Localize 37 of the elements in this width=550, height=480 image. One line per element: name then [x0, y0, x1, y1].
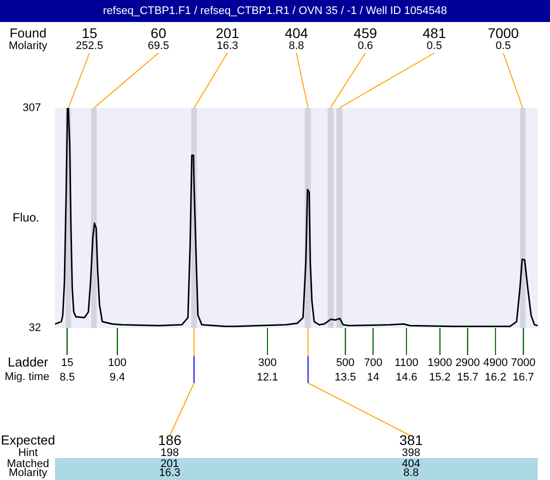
annotation: 100: [108, 357, 126, 370]
x-tick-label: 15.2: [429, 372, 451, 384]
y-tick-label: 32: [28, 322, 41, 334]
x-tick-label: 14.6: [396, 372, 418, 384]
annotation: 7000: [511, 357, 536, 370]
x-tick-label: 8.5: [60, 372, 75, 384]
annotation: 15: [61, 357, 74, 370]
annotation: 500: [336, 357, 354, 370]
annotation: 15 252.5: [76, 24, 104, 52]
y-axis-title: Fluo.: [12, 210, 40, 224]
annotation: 404 8.8: [284, 24, 308, 52]
y-tick-label: 307: [22, 102, 41, 114]
annotation: 201 16.3: [216, 24, 240, 52]
annotation: 186 198 201 16.3: [158, 432, 182, 480]
x-tick-label: 13.5: [334, 372, 356, 384]
x-axis-title: Mig. time: [4, 371, 50, 384]
annotation: 1900: [428, 357, 452, 370]
annotation: 4900: [483, 357, 508, 370]
annotation: 459 0.6: [354, 24, 378, 52]
annotation: 60 69.5: [148, 24, 170, 52]
x-tick-label: 16.2: [484, 372, 506, 384]
chart-title: refseq_CTBP1.F1 / refseq_CTBP1.R1 / OVN 35 / -1 / Well ID 1054548: [102, 5, 448, 18]
x-tick-label: 12.1: [256, 372, 278, 384]
text: Expected Hint Matched Molarity: [0, 432, 56, 480]
text: Found Molarity: [8, 26, 48, 52]
annotation: 2900: [455, 357, 480, 370]
x-tick-label: 15.7: [456, 372, 478, 384]
annotation: 1100: [394, 357, 418, 370]
text: Ladder: [8, 354, 49, 370]
annotation: 481 0.5: [422, 24, 446, 52]
x-tick-label: 14: [367, 372, 380, 384]
x-tick-label: 16.7: [512, 372, 534, 384]
annotation: 7000 0.5: [488, 24, 520, 52]
annotation: 381 398 404 8.8: [399, 432, 423, 480]
annotation: 700: [364, 357, 382, 370]
x-tick-label: 9.4: [110, 372, 125, 384]
annotation: 300: [258, 357, 277, 370]
